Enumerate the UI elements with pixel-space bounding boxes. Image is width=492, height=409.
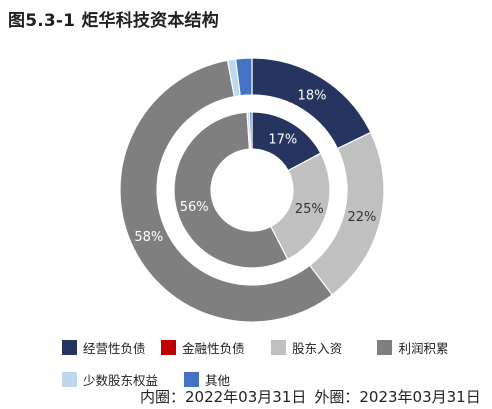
legend-label: 其他: [205, 372, 231, 388]
outer-slice-3: [119, 59, 334, 323]
legend-item-1: 金融性负债: [161, 338, 271, 357]
double-donut-chart: 17% 25% 56% 18% 22% 58%: [119, 57, 385, 323]
outer-ring: [119, 57, 385, 323]
legend-label: 少数股东权益: [83, 372, 159, 388]
legend-label: 利润积累: [398, 340, 449, 356]
inner-label-0: 17%: [268, 133, 297, 148]
inner-ring-note: 内圈：2022年03月31日: [140, 388, 307, 406]
inner-label-3: 56%: [180, 200, 209, 215]
outer-slice-5: [234, 57, 253, 97]
legend: 经营性负债 金融性负债 股东入资 利润积累 少数股东权益 其他: [62, 336, 482, 400]
inner-slice-5: [248, 111, 253, 150]
legend-label: 经营性负债: [83, 340, 146, 356]
legend-swatch: [161, 339, 177, 355]
outer-ring-note: 外圈：2023年03月31日: [314, 388, 481, 406]
inner-ring: [173, 111, 331, 269]
ring-note: 内圈：2022年03月31日 外圈：2023年03月31日: [140, 386, 481, 407]
legend-swatch: [184, 371, 199, 387]
legend-swatch: [271, 339, 287, 355]
legend-swatch: [62, 371, 77, 387]
chart-title: 图5.3-1 炬华科技资本结构: [8, 11, 219, 31]
legend-label: 股东入资: [292, 340, 343, 356]
legend-item-2: 股东入资: [271, 338, 377, 357]
legend-item-5: 其他: [184, 370, 300, 389]
legend-item-0: 经营性负债: [62, 338, 161, 357]
outer-label-0: 18%: [298, 88, 327, 103]
outer-label-2: 22%: [347, 210, 376, 225]
legend-item-4: 少数股东权益: [62, 370, 184, 389]
inner-label-2: 25%: [295, 202, 324, 217]
inner-slice-3: [173, 111, 289, 269]
outer-label-3: 58%: [134, 230, 163, 245]
legend-label: 金融性负债: [182, 340, 245, 356]
legend-swatch: [377, 339, 393, 355]
legend-swatch: [62, 339, 77, 355]
slice-labels: 17% 25% 56% 18% 22% 58%: [134, 88, 376, 245]
legend-item-3: 利润积累: [377, 338, 482, 357]
